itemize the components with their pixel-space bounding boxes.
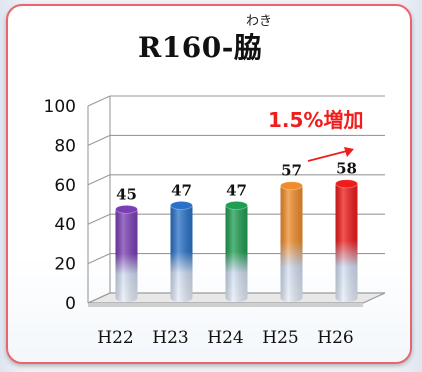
bar-h24 bbox=[225, 201, 248, 302]
chart-floor-edge bbox=[88, 303, 363, 307]
gridline-side bbox=[87, 134, 111, 146]
bar-top bbox=[280, 181, 303, 191]
gridline-side bbox=[87, 174, 111, 186]
annotation-text: 1.5%増加 bbox=[268, 108, 363, 132]
y-tick-label: 0 bbox=[65, 294, 76, 314]
annotation-arrow-head bbox=[344, 147, 354, 157]
data-label: 47 bbox=[226, 181, 247, 199]
gridline-side bbox=[87, 253, 111, 265]
y-tick-label: 20 bbox=[54, 255, 76, 275]
x-category-label: H24 bbox=[207, 328, 243, 348]
title-ruby: わき bbox=[246, 14, 273, 29]
annotation-arrow-shaft bbox=[307, 150, 348, 162]
bar-h22 bbox=[115, 204, 138, 302]
gridline-side bbox=[87, 95, 111, 107]
x-category-label: H25 bbox=[262, 328, 298, 348]
data-label: 57 bbox=[281, 162, 302, 180]
data-label: 58 bbox=[336, 160, 357, 178]
bar-h26 bbox=[335, 179, 358, 302]
chart-card: わき R160-脇 0 20 40 60 80 100 45 47 47 57 58 H22 H23… bbox=[6, 4, 412, 364]
bar-shading bbox=[280, 185, 303, 302]
bar-h23 bbox=[170, 201, 193, 302]
data-label: 47 bbox=[171, 181, 192, 199]
data-labels: 45 47 47 57 58 bbox=[116, 160, 357, 204]
x-axis-labels: H22 H23 H24 H25 H26 bbox=[97, 328, 353, 348]
y-tick-label: 80 bbox=[54, 136, 76, 156]
bar-top bbox=[225, 201, 248, 210]
y-tick-label: 100 bbox=[44, 97, 76, 117]
bar-shading bbox=[115, 209, 138, 302]
bar-h25 bbox=[280, 181, 303, 302]
data-label: 45 bbox=[116, 185, 137, 203]
y-axis-ticks: 0 20 40 60 80 100 bbox=[44, 97, 76, 314]
bar-shading bbox=[225, 205, 248, 302]
chart-title: R160-脇 bbox=[138, 31, 263, 64]
x-category-label: H23 bbox=[152, 328, 188, 348]
bar-shading bbox=[335, 183, 358, 302]
y-tick-label: 60 bbox=[54, 176, 76, 196]
annotation-group: 1.5%増加 bbox=[268, 108, 363, 162]
x-category-label: H26 bbox=[317, 328, 353, 348]
bar-top bbox=[115, 204, 138, 214]
bars bbox=[115, 179, 358, 302]
gridline-side bbox=[87, 292, 111, 304]
bar-top bbox=[170, 201, 193, 210]
gridline-side bbox=[87, 213, 111, 225]
x-category-label: H22 bbox=[97, 328, 133, 348]
y-tick-label: 40 bbox=[54, 215, 76, 235]
bar-shading bbox=[170, 205, 193, 302]
bar-top bbox=[335, 179, 358, 189]
